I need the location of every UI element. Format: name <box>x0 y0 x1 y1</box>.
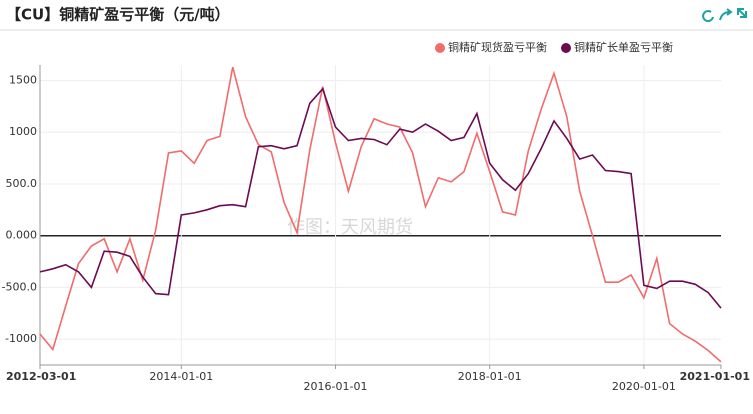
x-tick-label: 2018-01-01 <box>458 370 522 383</box>
series-line <box>39 87 722 309</box>
watermark: 作图：天风期货 <box>287 217 413 238</box>
expand-icon[interactable] <box>737 8 747 18</box>
legend-marker <box>435 43 445 53</box>
y-tick-label: 1000 <box>9 125 37 138</box>
x-tick-label: 2012-03-01 <box>6 370 76 383</box>
toolbar[interactable] <box>702 8 747 23</box>
chart-title: 【CU】铜精矿盈亏平衡（元/吨） <box>6 6 230 24</box>
x-tick-label: 2021-01-01 <box>680 370 750 383</box>
y-tick-label: -1000 <box>5 332 37 345</box>
x-tick-label: 2016-01-01 <box>304 380 368 393</box>
y-tick-label: -500.0 <box>2 280 37 293</box>
legend-label: 铜精矿长单盈亏平衡 <box>574 40 673 54</box>
legend-label: 铜精矿现货盈亏平衡 <box>448 40 547 54</box>
y-tick-label: 1500 <box>9 74 37 87</box>
y-tick-label: 500.0 <box>6 177 38 190</box>
legend: 铜精矿现货盈亏平衡 铜精矿长单盈亏平衡 <box>435 40 673 54</box>
legend-marker <box>561 43 571 53</box>
x-tick-label: 2014-01-01 <box>149 370 213 383</box>
series-line <box>39 66 722 363</box>
x-tick-label: 2020-01-01 <box>612 380 676 393</box>
refresh-icon[interactable] <box>702 10 714 23</box>
y-tick-label: 0.000 <box>6 229 38 242</box>
share-icon[interactable] <box>719 8 733 21</box>
